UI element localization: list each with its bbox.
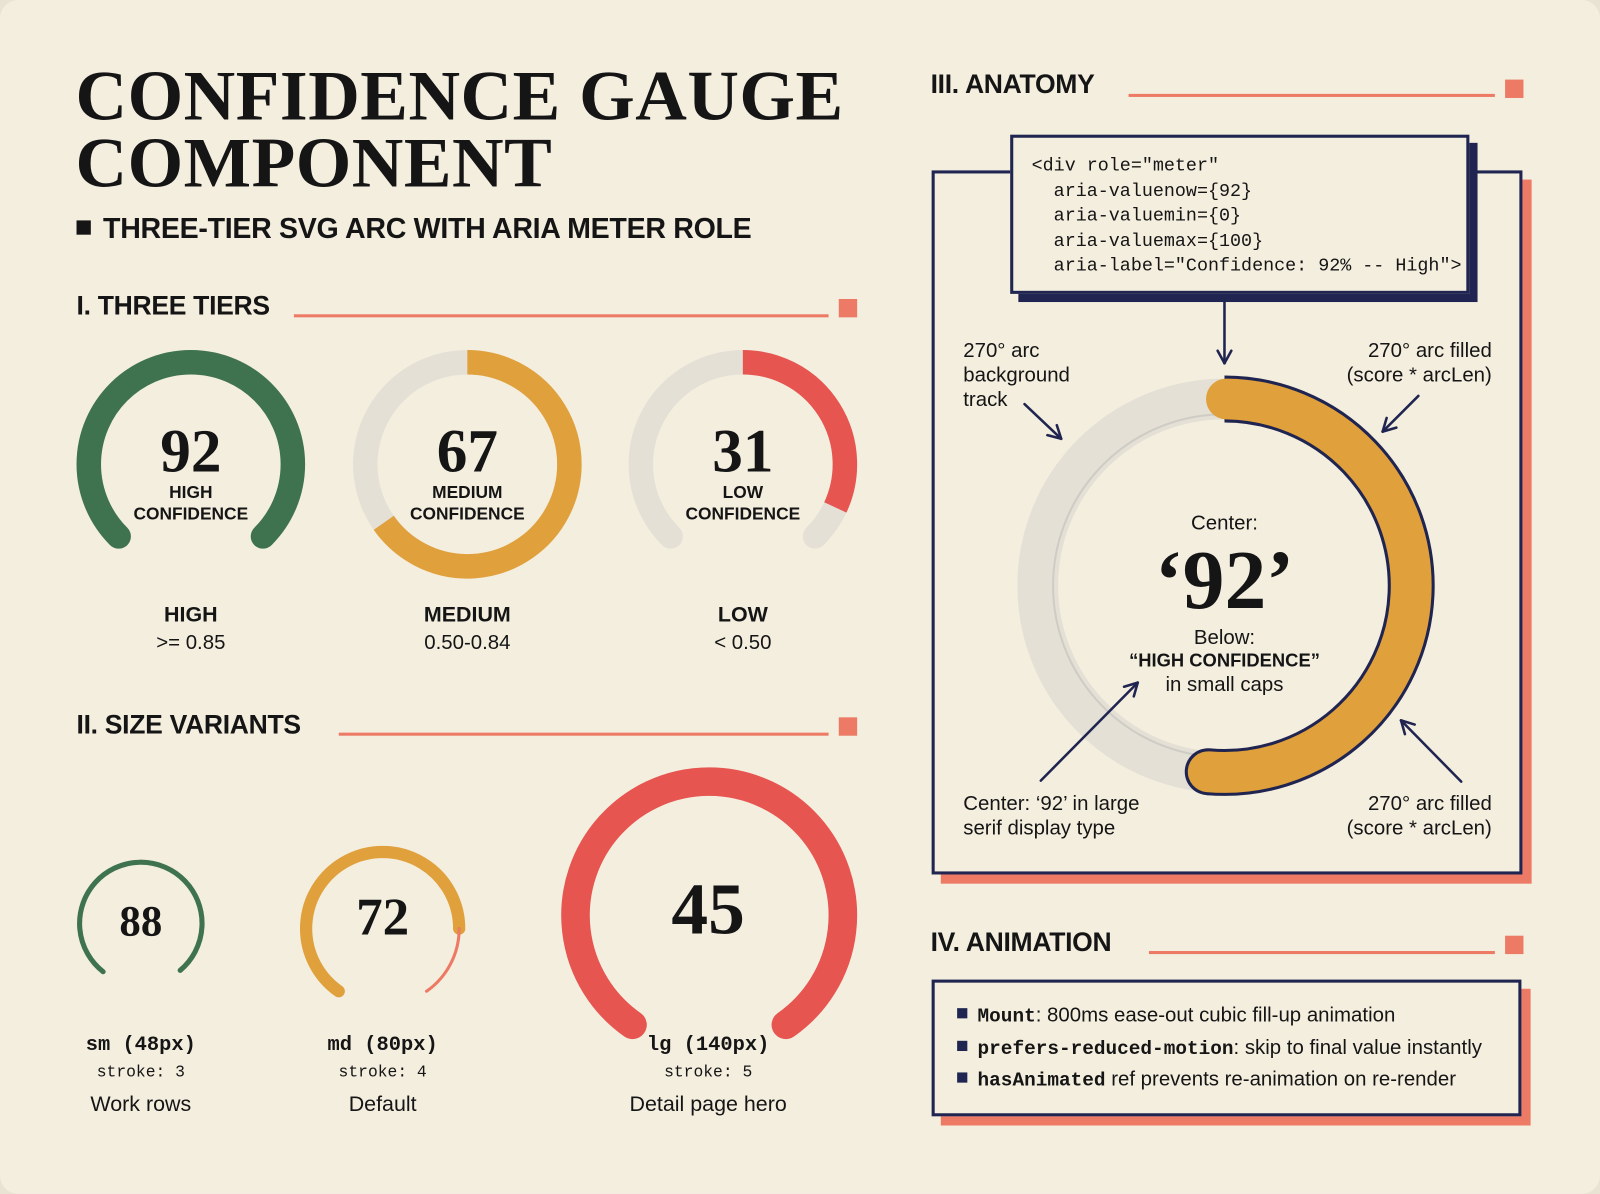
tier-range-high: >= 0.85 [156,631,226,655]
arrow-fill-bottom-head [1399,719,1407,736]
tier-range-low: < 0.50 [714,631,772,655]
below-caption: Below: [1193,626,1256,649]
size-use-sm: Work rows [90,1092,192,1117]
gauge-value-md: 72 [356,888,410,947]
code-snippet: <div role="meter" aria-valuenow={92} ari… [1031,156,1462,277]
tier-name-high: HIGH [164,603,218,627]
below-note: in small caps [1165,673,1284,696]
size-name-md: md (80px) [327,1033,438,1058]
section-rule [293,314,829,318]
animation-item: hasAnimated ref prevents re-animation on… [957,1068,1456,1092]
size-use-lg: Detail page hero [629,1092,787,1117]
gauge-fill-lg [561,767,858,1040]
anatomy-track [1017,378,1224,793]
gauge-value-high: 92 [160,417,222,485]
section-square-icon [838,717,858,736]
animation-item: Mount: 800ms ease-out cubic fill-up anim… [957,1004,1395,1028]
animation-notes-box: Mount: 800ms ease-out cubic fill-up anim… [931,979,1522,1117]
subtitle-text: THREE-TIER SVG ARC WITH ARIA METER ROLE [103,212,752,244]
square-bullet-icon [957,1040,968,1052]
tier-name-medium: MEDIUM [423,603,511,627]
center-caption: Center: [1191,512,1258,535]
arrow-code-to-gauge-head [1216,349,1226,365]
gauge-fill-medium [373,349,582,579]
section-square-icon [1505,79,1524,98]
page-title-line2: COMPONENT [75,124,553,204]
size-stroke-sm: stroke: 3 [96,1063,185,1082]
gauge-label-high: HIGH CONFIDENCE [133,482,249,524]
anatomy-track-inner-line [1052,413,1219,759]
size-stroke-md: stroke: 4 [338,1063,427,1082]
arrow-track [1023,402,1063,441]
arrow-fill-bottom [1399,719,1463,783]
arrow-fill-top-head [1381,416,1388,433]
arrow-fill-top-head [1381,426,1398,433]
gauge-fill-md [300,845,466,998]
section-rule [1148,951,1495,955]
annotation-track: 270° arc background track [963,339,1070,412]
center-value: ‘92’ [1154,533,1295,627]
square-bullet-icon [957,1008,968,1019]
section-rule [1128,93,1495,97]
animation-item: prefers-reduced-motion: skip to final va… [957,1037,1482,1060]
gauge-value-sm: 88 [119,898,163,946]
annotation-fill-top: 270° arc filled (score * arcLen) [1346,339,1492,387]
code-snippet-box: <div role="meter" aria-valuenow={92} ari… [1010,134,1470,294]
below-value: “HIGH CONFIDENCE” [1129,649,1320,671]
section-rule [338,732,829,736]
gauge-value-low: 31 [712,417,774,485]
annotation-center: Center: ‘92’ in large serif display type [963,792,1140,840]
section-square-icon [1505,935,1524,955]
gauge-fill-low [742,349,858,513]
gauge-label-medium: MEDIUM CONFIDENCE [409,482,525,524]
tier-name-low: LOW [717,603,768,627]
size-use-md: Default [348,1092,417,1117]
arrow-code-to-gauge-head [1223,349,1233,365]
section-heading-tiers: I. THREE TIERS [76,289,271,321]
square-bullet-icon [957,1072,968,1083]
size-name-sm: sm (48px) [85,1033,196,1058]
arrow-center [1039,681,1140,782]
gauge-fill-sm [77,859,205,975]
size-stroke-lg: stroke: 5 [664,1063,753,1082]
square-bullet-icon [76,220,91,235]
page-title-line1: CONFIDENCE GAUGE [75,57,844,136]
arrow-track-head [1055,423,1063,441]
arrow-fill-top [1381,394,1420,433]
anatomy-fill [1187,378,1432,793]
arrow-fill-bottom-head [1399,719,1416,726]
subtitle: THREE-TIER SVG ARC WITH ARIA METER ROLE [76,212,752,245]
section-heading-anatomy: III. ANATOMY [930,68,1095,99]
arrow-track-head [1046,433,1063,441]
gauge-value-lg: 45 [671,868,745,950]
gauge-remainder-md [425,927,461,993]
section-heading-sizes: II. SIZE VARIANTS [76,709,302,740]
gauge-fill-high [76,350,306,549]
section-heading-animation: IV. ANIMATION [930,926,1112,958]
section-square-icon [838,298,858,318]
arrow-center-head [1122,681,1140,689]
arrow-center-head [1132,681,1140,698]
size-name-lg: lg (140px) [646,1033,770,1058]
gauge-label-low: LOW CONFIDENCE [685,482,801,524]
annotation-fill-bottom: 270° arc filled (score * arcLen) [1346,792,1492,840]
tier-range-medium: 0.50-0.84 [424,631,511,655]
gauge-value-medium: 67 [436,417,498,485]
